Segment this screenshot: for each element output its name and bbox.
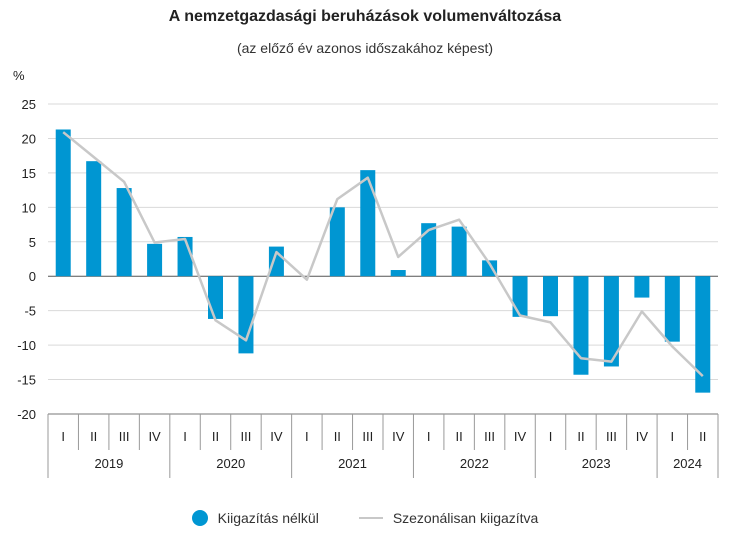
x-tick-label: IV: [636, 429, 649, 444]
x-tick-label: I: [61, 429, 65, 444]
chart-subtitle: (az előző év azonos időszakához képest): [236, 40, 494, 56]
bar: [634, 276, 650, 298]
y-tick-label: 15: [22, 166, 36, 181]
x-tick-label: IV: [514, 429, 527, 444]
year-label: 2022: [460, 456, 489, 471]
legend-swatch-line: [358, 517, 383, 519]
bar: [603, 276, 619, 367]
legend-label-unadjusted: Kiigazítás nélkül: [217, 510, 319, 526]
y-tick-label: 0: [29, 269, 36, 284]
x-tick-label: II: [456, 429, 463, 444]
line-series: [62, 131, 704, 377]
y-axis-label: %: [13, 68, 25, 83]
x-tick-label: I: [671, 429, 675, 444]
legend-item-seasonally-adjusted: Szezonálisan kiigazítva: [358, 510, 539, 526]
x-tick-label: III: [606, 429, 617, 444]
x-tick-label: II: [334, 429, 341, 444]
x-tick-label: I: [549, 429, 553, 444]
y-tick-label: 25: [22, 97, 36, 112]
y-tick-label: 10: [22, 200, 36, 215]
x-tick-label: I: [183, 429, 187, 444]
x-tick-label: II: [90, 429, 97, 444]
bar: [543, 276, 558, 317]
legend-swatch-dot: [191, 510, 208, 526]
y-tick-label: 5: [29, 235, 36, 250]
y-tick-label: -10: [17, 338, 36, 353]
bar: [664, 276, 680, 342]
x-tick-label: III: [119, 429, 130, 444]
x-tick-label: I: [427, 429, 431, 444]
y-tick-label: -20: [17, 407, 36, 422]
y-tick-labels: 25 20 15 10 5 0 -5 -10 -15 -20: [17, 97, 36, 422]
year-label: 2019: [94, 456, 123, 471]
y-tick-label: 20: [22, 131, 36, 146]
legend-item-unadjusted: Kiigazítás nélkül: [191, 510, 319, 526]
year-label: 2021: [338, 456, 367, 471]
series-line: [62, 131, 704, 377]
bar: [573, 276, 589, 375]
bar: [390, 270, 406, 277]
bar: [451, 226, 467, 277]
x-tick-label: II: [577, 429, 584, 444]
bar: [695, 276, 711, 393]
bar: [208, 276, 223, 319]
bar: [86, 161, 102, 277]
y-tick-label: -15: [17, 373, 36, 388]
bar: [238, 276, 254, 354]
x-tick-label: II: [699, 429, 706, 444]
bar: [512, 276, 528, 317]
bar: [329, 207, 345, 277]
bar: [147, 243, 163, 277]
year-label: 2024: [673, 456, 702, 471]
x-axis: I II III IV I II III IV I II III IV I II III IV I II III IV…: [47, 413, 719, 478]
y-tick-label: -5: [24, 304, 36, 319]
x-tick-label: III: [241, 429, 252, 444]
x-tick-label: IV: [270, 429, 283, 444]
x-tick-label: II: [212, 429, 219, 444]
year-label: 2020: [216, 456, 245, 471]
x-tick-label: IV: [148, 429, 161, 444]
bar: [360, 170, 376, 277]
bar: [55, 129, 71, 277]
x-tick-label: III: [484, 429, 495, 444]
bar: [116, 188, 132, 277]
legend: Kiigazítás nélkül Szezonálisan kiigazítv…: [0, 510, 730, 526]
chart-title: A nemzetgazdasági beruházások volumenvál…: [168, 8, 562, 25]
bar-series: [55, 129, 711, 393]
x-tick-label: III: [362, 429, 373, 444]
x-tick-label: I: [305, 429, 309, 444]
x-tick-label: IV: [392, 429, 405, 444]
legend-label-seasonally-adjusted: Szezonálisan kiigazítva: [392, 510, 539, 526]
bar: [421, 223, 437, 277]
year-label: 2023: [582, 456, 611, 471]
